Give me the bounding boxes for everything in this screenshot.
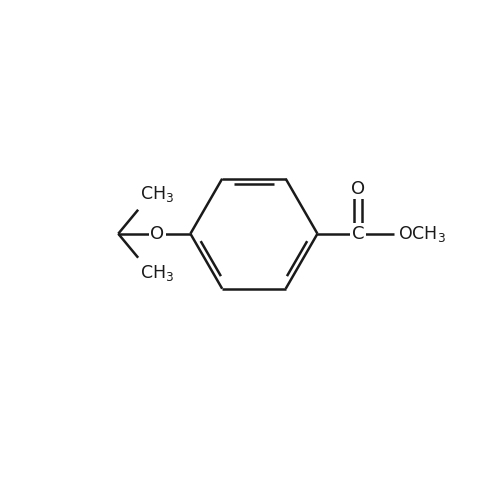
Text: CH$_3$: CH$_3$ bbox=[139, 184, 174, 204]
Text: O: O bbox=[351, 180, 365, 198]
Text: O: O bbox=[150, 225, 164, 243]
Text: OCH$_3$: OCH$_3$ bbox=[398, 224, 446, 244]
Text: CH$_3$: CH$_3$ bbox=[139, 263, 174, 284]
Text: C: C bbox=[352, 225, 364, 243]
